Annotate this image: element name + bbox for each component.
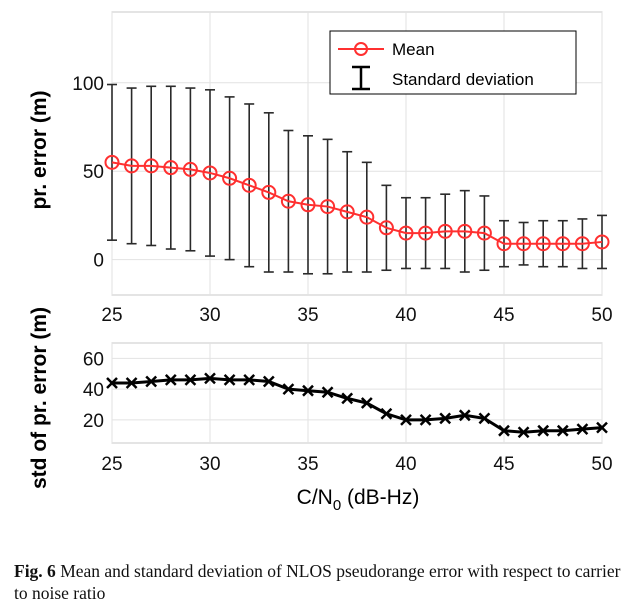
std-point <box>517 426 530 439</box>
std-point <box>498 424 510 437</box>
top-y-tick-labels: 0 50 100 <box>72 74 104 272</box>
mean-point <box>555 236 571 252</box>
std-point <box>439 412 452 425</box>
top-x-tick-label: 25 <box>101 305 122 326</box>
mean-point <box>300 197 316 213</box>
std-point <box>419 414 432 426</box>
mean-point <box>574 236 590 252</box>
std-point <box>243 374 256 386</box>
mean-point <box>143 158 159 174</box>
top-y-axis-label: pr. error (m) <box>28 90 51 209</box>
mean-point <box>594 234 610 250</box>
bottom-grid <box>111 343 603 443</box>
mean-point <box>222 170 238 186</box>
mean-point <box>437 223 453 239</box>
std-point <box>537 424 550 437</box>
mean-point <box>476 225 492 241</box>
top-y-tick-label: 100 <box>72 74 104 95</box>
std-point <box>360 397 373 409</box>
std-markers <box>106 372 608 439</box>
std-point <box>478 412 491 425</box>
bottom-chart: 20 40 60 25 30 35 40 45 50 std of pr. error (m)… <box>28 307 613 514</box>
mean-point <box>378 220 394 236</box>
mean-point <box>124 158 140 174</box>
std-point <box>164 374 177 386</box>
mean-point <box>202 165 218 181</box>
mean-point <box>496 236 512 252</box>
caption-label: Fig. 6 <box>14 561 56 581</box>
mean-point <box>398 225 414 241</box>
bottom-x-tick-label: 40 <box>395 454 416 475</box>
legend-mean-marker <box>354 42 368 56</box>
std-point <box>458 409 471 422</box>
std-point <box>596 421 608 434</box>
bottom-x-tick-labels: 25 30 35 40 45 50 <box>101 454 612 475</box>
mean-point <box>516 236 532 252</box>
legend: Mean Standard deviation <box>329 30 577 95</box>
std-line <box>112 376 603 434</box>
mean-point <box>359 209 375 225</box>
top-x-tick-label: 50 <box>591 305 612 326</box>
bottom-x-axis-label: C/N0 (dB-Hz) <box>297 486 420 514</box>
top-x-tick-labels: 25 30 35 40 45 50 <box>101 305 612 326</box>
std-point <box>302 384 314 397</box>
top-y-tick-label: 50 <box>83 162 104 183</box>
std-point <box>380 407 393 420</box>
mean-markers <box>104 154 610 252</box>
bottom-x-tick-label: 25 <box>101 454 122 475</box>
mean-point <box>163 160 179 176</box>
mean-point <box>418 225 434 241</box>
bottom-x-tick-label: 50 <box>591 454 612 475</box>
std-point <box>282 383 295 396</box>
bottom-y-axis-label: std of pr. error (m) <box>28 307 51 489</box>
mean-point <box>339 204 355 220</box>
bottom-x-tick-label: 35 <box>297 454 318 475</box>
std-point <box>125 377 138 389</box>
std-point <box>223 374 236 386</box>
mean-point <box>320 199 336 215</box>
bottom-x-tick-label: 45 <box>493 454 514 475</box>
bottom-x-tick-label: 30 <box>199 454 220 475</box>
std-point <box>556 424 569 437</box>
mean-point <box>457 223 473 239</box>
mean-point <box>280 193 296 209</box>
std-point <box>341 392 354 405</box>
mean-point <box>182 161 198 177</box>
std-point <box>321 386 334 399</box>
top-chart: 0 50 100 25 30 35 40 45 50 pr. error (m) Mean S… <box>28 11 613 326</box>
std-point <box>576 423 589 436</box>
caption-text: Mean and standard deviation of NLOS pseu… <box>14 561 621 603</box>
std-point <box>262 375 275 388</box>
mean-point <box>261 184 277 200</box>
std-point <box>145 375 158 388</box>
top-x-tick-label: 35 <box>297 305 318 326</box>
top-y-tick-label: 0 <box>93 251 104 272</box>
mean-point <box>241 177 257 193</box>
mean-point <box>104 154 120 170</box>
mean-point <box>535 236 551 252</box>
bottom-plot-area <box>111 342 603 444</box>
std-point <box>106 377 118 389</box>
figure-caption: Fig. 6 Mean and standard deviation of NL… <box>14 560 626 604</box>
std-point <box>184 374 197 386</box>
std-point <box>400 414 412 426</box>
top-x-tick-label: 45 <box>493 305 514 326</box>
legend-std-label: Standard deviation <box>392 70 534 89</box>
bottom-y-tick-label: 20 <box>83 411 104 432</box>
figure: 0 50 100 25 30 35 40 45 50 pr. error (m) Mean S… <box>28 11 613 514</box>
mean-line <box>111 161 603 245</box>
legend-box <box>329 30 577 95</box>
legend-mean-label: Mean <box>392 40 435 59</box>
bottom-y-tick-label: 60 <box>83 349 104 370</box>
top-x-tick-label: 40 <box>395 305 416 326</box>
bottom-y-tick-labels: 20 40 60 <box>83 349 104 432</box>
bottom-y-tick-label: 40 <box>83 380 104 401</box>
std-point <box>204 372 216 385</box>
legend-errorbar-icon <box>352 65 370 91</box>
top-x-tick-label: 30 <box>199 305 220 326</box>
